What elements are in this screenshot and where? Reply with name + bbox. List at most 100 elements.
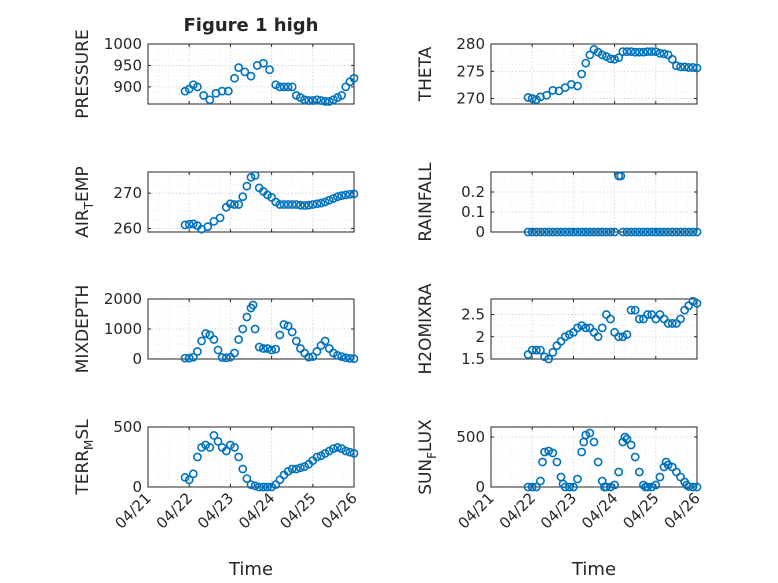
y-axis-label-tail: EMP <box>73 166 93 202</box>
axes-border <box>490 426 698 488</box>
x-tick-label: 04/26 <box>318 489 361 532</box>
data-point <box>197 336 206 346</box>
data-point <box>672 61 681 71</box>
data-point <box>651 227 661 237</box>
subplot-8: 04/2104/2204/2304/2404/2504/260500SUNFLU… <box>416 419 704 533</box>
data-point <box>296 200 305 210</box>
data-point <box>548 448 558 458</box>
y-tick-label: 2000 <box>104 290 142 308</box>
data-point <box>291 464 301 474</box>
data-point <box>606 482 615 492</box>
y-tick-label: 500 <box>113 418 142 436</box>
data-point <box>217 86 227 96</box>
data-point <box>320 336 330 346</box>
data-point <box>345 189 355 199</box>
data-point <box>556 227 566 237</box>
data-point <box>548 227 558 237</box>
data-point <box>552 457 562 467</box>
data-point <box>569 227 578 237</box>
y-axis-label: THETA <box>416 46 436 102</box>
data-point <box>221 353 231 363</box>
data-point <box>287 327 297 337</box>
y-tick-label: 500 <box>456 428 485 446</box>
subplot-6: 1.5 2 2.5 H2OMIXRA <box>416 283 702 375</box>
data-point <box>527 345 537 355</box>
figure-title: Figure 1 high <box>184 15 319 36</box>
data-point <box>312 199 322 209</box>
data-point <box>193 82 202 92</box>
x-axis-label-left: Time <box>228 559 273 580</box>
data-point <box>180 220 190 230</box>
data-point <box>234 63 244 72</box>
data-point <box>238 324 248 334</box>
data-point <box>606 54 615 64</box>
data-point <box>279 320 289 329</box>
data-point <box>647 482 657 492</box>
data-point <box>626 47 636 57</box>
data-point <box>560 227 570 237</box>
data-point <box>688 63 698 72</box>
data-point <box>659 49 669 59</box>
y-tick-label: 280 <box>456 35 485 53</box>
data-point <box>548 85 558 95</box>
y-axis-label-subscript: F <box>425 452 439 459</box>
data-point <box>577 69 587 79</box>
y-axis-label: TERRMSL <box>73 419 96 496</box>
data-point <box>581 227 591 237</box>
data-point <box>246 71 256 81</box>
data-point <box>246 480 256 489</box>
data-point <box>304 200 314 210</box>
data-point <box>597 227 607 237</box>
data-point <box>651 480 661 490</box>
data-point <box>275 330 285 340</box>
data-point <box>577 227 587 237</box>
data-point <box>626 227 636 237</box>
subplot-7: 04/2104/2204/2304/2404/2504/260500TERRMS… <box>73 418 361 532</box>
x-tick-label: 04/24 <box>235 489 278 532</box>
data-point <box>643 482 652 492</box>
data-point <box>287 200 297 209</box>
data-point <box>345 447 355 457</box>
data-point <box>312 347 322 356</box>
data-point <box>536 227 545 237</box>
data-point <box>692 482 702 492</box>
data-point <box>544 227 554 237</box>
data-point <box>692 63 702 73</box>
data-point <box>320 197 330 207</box>
data-point <box>263 344 272 353</box>
y-tick-label: 0 <box>132 478 142 496</box>
data-point <box>651 47 661 57</box>
data-point <box>341 190 351 200</box>
data-point <box>601 227 611 237</box>
data-point <box>531 482 541 492</box>
axes-frame <box>147 43 355 105</box>
data-point <box>337 352 347 361</box>
data-point <box>209 430 219 440</box>
x-tick-label: 04/23 <box>194 489 237 532</box>
data-point <box>593 332 603 342</box>
data-point <box>337 191 347 201</box>
data-point <box>296 463 305 473</box>
data-point <box>643 310 652 319</box>
data-point <box>542 90 552 100</box>
data-point <box>647 227 657 237</box>
y-axis-label-subscript: M <box>82 440 96 450</box>
y-tick-label: 270 <box>113 184 142 202</box>
x-axis-label-right: Time <box>571 559 616 580</box>
data-point <box>569 482 578 492</box>
subplot-5: 0 1000 2000 MIXDEPTH <box>73 285 359 373</box>
data-point <box>531 227 541 237</box>
data-point <box>291 200 301 209</box>
data-point <box>659 227 669 237</box>
data-point <box>622 330 632 339</box>
data-point <box>230 348 239 358</box>
data-point <box>337 91 347 100</box>
data-point <box>238 192 248 202</box>
data-point <box>267 345 276 355</box>
data-point <box>304 352 314 362</box>
data-point <box>324 97 334 106</box>
data-point <box>597 50 607 60</box>
axes-frame <box>490 426 698 488</box>
data-point <box>180 353 190 363</box>
data-point <box>349 448 359 458</box>
